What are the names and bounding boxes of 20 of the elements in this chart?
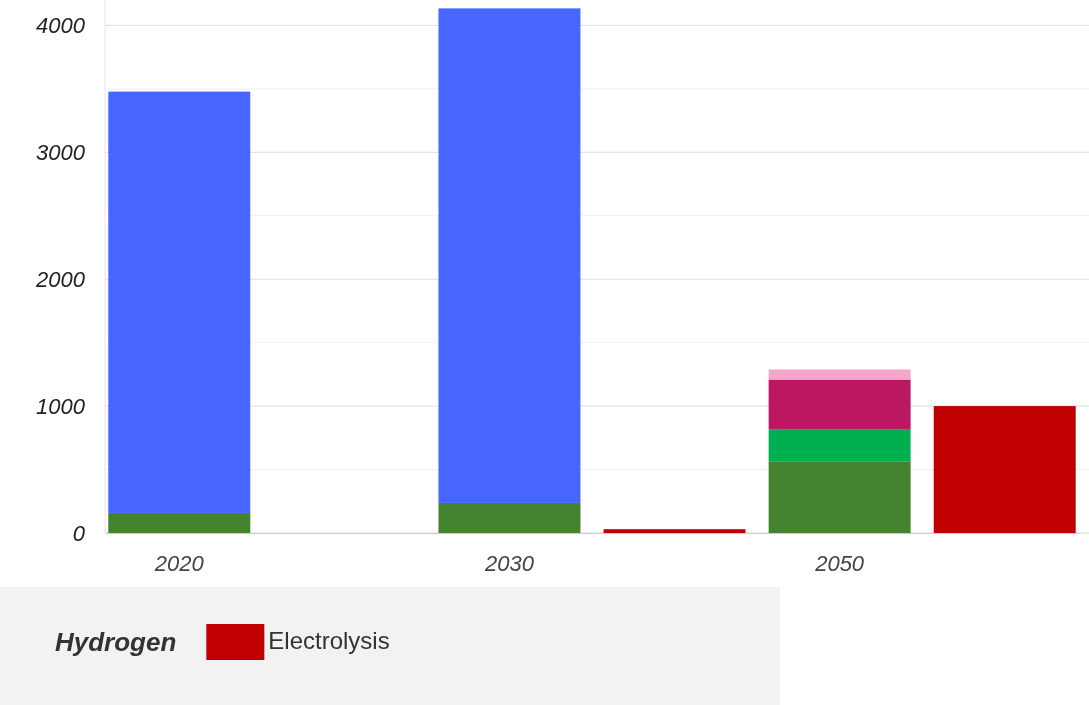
y-tick-label: 1000 xyxy=(36,393,86,419)
y-tick-label: 2000 xyxy=(35,266,86,292)
legend-label: Electrolysis xyxy=(268,627,390,654)
bar xyxy=(108,512,251,533)
bar xyxy=(108,91,251,513)
bar xyxy=(768,429,911,462)
bar xyxy=(603,529,746,533)
y-tick-label: 0 xyxy=(72,520,86,546)
y-tick-label: 4000 xyxy=(36,12,86,38)
bar xyxy=(768,461,911,533)
y-tick-label: 3000 xyxy=(36,139,86,165)
bar xyxy=(768,369,911,380)
x-tick-label: 2030 xyxy=(483,550,535,576)
bar xyxy=(933,406,1076,533)
bar xyxy=(768,379,911,430)
bar xyxy=(438,502,581,533)
legend-title: Hydrogen xyxy=(55,627,177,657)
x-tick-label: 2020 xyxy=(153,550,205,576)
x-tick-label: 2050 xyxy=(814,550,865,576)
bar xyxy=(438,8,581,503)
